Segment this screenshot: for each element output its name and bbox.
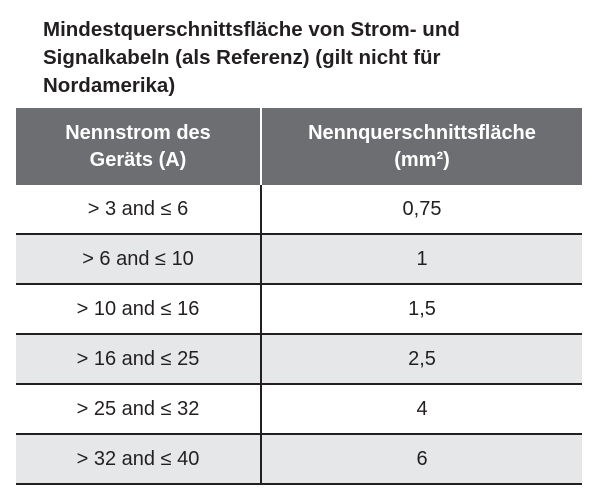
cell: > 10 and ≤ 16	[16, 284, 261, 335]
cell: 2,5	[260, 334, 582, 385]
cell: 1,5	[260, 284, 582, 335]
header-line: Nennquerschnittsfläche	[308, 121, 536, 144]
table: Nennstrom des Geräts (A) Nennquerschnittsf…	[16, 108, 582, 485]
table-body: > 3 and ≤ 6 0,75 > 6 and ≤ 10 1 > 10 and ≤ 1…	[16, 185, 582, 485]
column-header: Nennquerschnittsfläche (mm²)	[260, 108, 582, 185]
cell: 1	[260, 234, 582, 285]
title-line: Signalkabeln (als Referenz) (gilt nicht …	[43, 46, 441, 69]
cell: 0,75	[260, 185, 582, 235]
row: > 6 and ≤ 10 1	[16, 234, 582, 285]
row: > 25 and ≤ 32 4	[16, 384, 582, 435]
header-line: Nennstrom des	[65, 121, 211, 144]
cell: 4	[260, 384, 582, 435]
row: > 32 and ≤ 40 6	[16, 434, 582, 485]
row: > 16 and ≤ 25 2,5	[16, 334, 582, 385]
cell: > 6 and ≤ 10	[16, 234, 261, 285]
title-line: Mindestquerschnittsfläche von Strom- und	[43, 18, 460, 41]
row: > 10 and ≤ 16 1,5	[16, 284, 582, 335]
cell: 6	[260, 434, 582, 485]
cell: > 3 and ≤ 6	[16, 185, 261, 235]
cell: > 25 and ≤ 32	[16, 384, 261, 435]
header-line: Geräts (A)	[89, 148, 187, 171]
header-row: Nennstrom des Geräts (A) Nennquerschnittsf…	[16, 108, 582, 185]
column-header: Nennstrom des Geräts (A)	[16, 108, 261, 185]
title-line: Nordamerika)	[43, 74, 176, 97]
title: Mindestquerschnittsfläche von Strom- und…	[43, 16, 460, 100]
header-line: (mm²)	[394, 148, 450, 171]
cell: > 32 and ≤ 40	[16, 434, 261, 485]
cell: > 16 and ≤ 25	[16, 334, 261, 385]
row: > 3 and ≤ 6 0,75	[16, 185, 582, 235]
